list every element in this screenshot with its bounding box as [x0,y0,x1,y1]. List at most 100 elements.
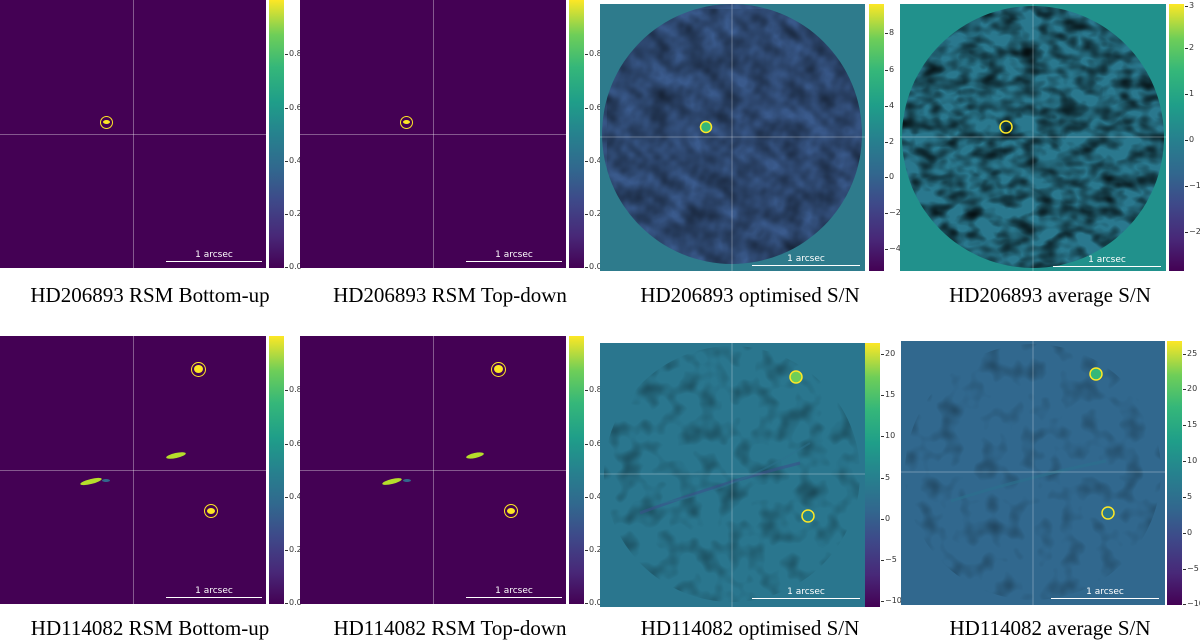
colorbar-tick: 2 [884,137,895,146]
colorbar-tick: 8 [884,28,895,37]
colorbar-tick: 0.2 [285,545,302,554]
colorbar-tick: 0.6 [285,103,302,112]
colorbar-tick: 0.2 [285,209,302,218]
crosshair-vertical [433,336,434,604]
detection-circle [191,362,206,377]
rsm-map-image: 1 arcsec [0,0,266,268]
colorbar-tick: 0 [1184,135,1195,144]
colorbar-tick: 0.8 [585,385,602,394]
detection-circle [999,120,1013,134]
detection-circle [1089,367,1103,381]
detection-circle [789,370,803,384]
panel-caption: HD206893 RSM Top-down [333,283,567,307]
colorbar-tick: 0.8 [585,49,602,58]
scale-bar-label: 1 arcsec [195,586,233,596]
snr-map-svg [600,343,865,607]
colorbar-tick: 5 [1182,492,1193,501]
scale-bar [1051,598,1159,599]
colorbar [869,4,884,271]
detection-circle [801,509,815,523]
colorbar-tick: 0.0 [585,262,602,271]
colorbar-tick: 0.0 [285,598,302,607]
disk-blob [465,451,485,460]
colorbar-tick: −10 [1183,600,1200,608]
crosshair-vertical [433,0,434,268]
colorbar-tick: 0 [880,514,891,523]
scale-bar-label: 1 arcsec [1086,587,1124,597]
snr-map-image: 1 arcsec [600,4,865,271]
panel-caption: HD114082 optimised S/N [640,616,860,640]
detection-circle [400,116,413,129]
snr-map-svg [600,4,865,271]
crosshair-horizontal [0,470,266,471]
detection-circle [699,120,713,134]
scale-bar-label: 1 arcsec [787,587,825,597]
disk-blob [102,479,110,482]
colorbar-tick: 0.4 [585,492,602,501]
colorbar-tick: 0.8 [285,385,302,394]
scale-bar [466,597,562,598]
panel-caption: HD206893 average S/N [949,283,1151,307]
colorbar-tick: −4 [885,244,901,253]
colorbar [1169,4,1184,271]
crosshair-horizontal [300,134,566,135]
colorbar-tick: 25 [1182,349,1198,358]
scale-bar-label: 1 arcsec [1088,255,1126,265]
colorbar-tick: 10 [1182,456,1198,465]
disk-blob [79,476,103,487]
colorbar-tick: 15 [880,390,896,399]
colorbar-tick: 0.4 [285,492,302,501]
disk-blob [403,479,411,482]
colorbar-tick: 6 [884,65,895,74]
snr-map-svg [900,4,1166,271]
detection-circle [100,116,113,129]
colorbar-tick: 0.0 [585,598,602,607]
rsm-map-image: 1 arcsec [0,336,266,604]
panel-caption: HD114082 RSM Bottom-up [30,616,270,640]
colorbar-tick: 20 [880,349,896,358]
colorbar-tick: 0 [884,172,895,181]
scale-bar-label: 1 arcsec [495,586,533,596]
snr-map-svg [901,341,1165,605]
colorbar-tick: 0.8 [285,49,302,58]
snr-map-image: 1 arcsec [901,341,1165,605]
colorbar-tick: 15 [1182,420,1198,429]
colorbar-tick: 5 [880,473,891,482]
scale-bar-label: 1 arcsec [495,250,533,260]
scale-bar [166,597,262,598]
crosshair-horizontal [0,134,266,135]
colorbar-tick: 3 [1184,1,1195,10]
detection-circle [504,504,518,518]
colorbar-tick: −10 [881,596,902,605]
colorbar-tick: 4 [884,101,895,110]
panel-caption: HD206893 optimised S/N [640,283,860,307]
disk-blob [165,450,187,461]
scale-bar [752,265,860,266]
detection-circle [1101,506,1115,520]
colorbar [269,0,284,268]
panel-caption: HD206893 RSM Bottom-up [30,283,270,307]
snr-map-image: 1 arcsec [600,343,865,607]
colorbar-tick: 0.6 [285,439,302,448]
colorbar-tick: 0.2 [585,209,602,218]
rsm-map-image: 1 arcsec [300,0,566,268]
colorbar-tick: −1 [1185,181,1200,190]
scale-bar [466,261,562,262]
colorbar-tick: −2 [1185,227,1200,236]
colorbar-tick: −5 [1183,564,1199,573]
colorbar-tick: −2 [885,208,901,217]
panel-caption: HD114082 RSM Top-down [333,616,567,640]
scale-bar-label: 1 arcsec [787,254,825,264]
colorbar-tick: −5 [881,555,897,564]
colorbar-tick: 0.4 [585,156,602,165]
crosshair-vertical [133,336,134,604]
colorbar-tick: 2 [1184,43,1195,52]
colorbar [569,0,584,268]
colorbar [269,336,284,604]
colorbar-tick: 0.6 [585,103,602,112]
scale-bar [1053,266,1161,267]
colorbar [569,336,584,604]
colorbar-tick: 10 [880,431,896,440]
colorbar-tick: 20 [1182,384,1198,393]
crosshair-horizontal [300,470,566,471]
